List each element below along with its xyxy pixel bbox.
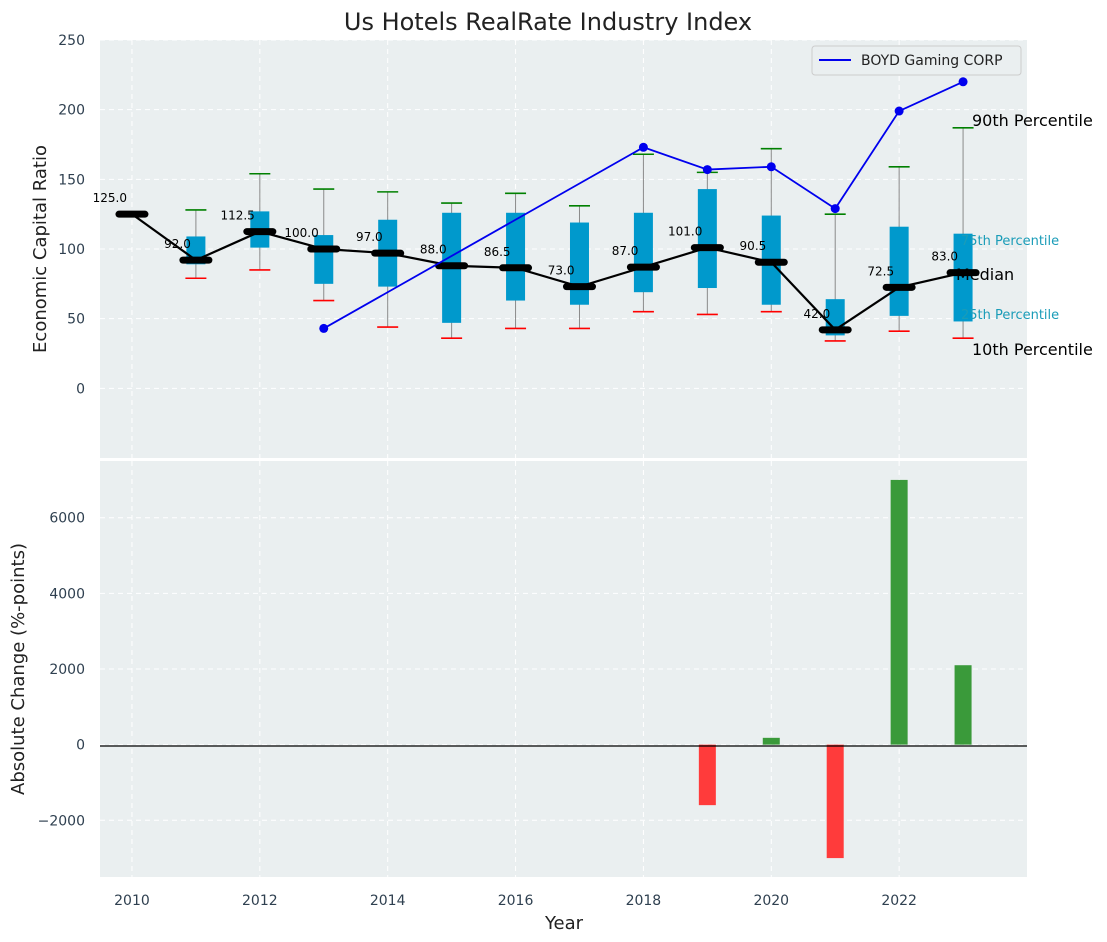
top-y-tick-label: 100: [58, 242, 85, 258]
percentile-annotations: 90th Percentile 75th Percentile Median 2…: [956, 111, 1093, 359]
x-tick-label: 2014: [370, 893, 406, 909]
annotation-p90: 90th Percentile: [972, 111, 1093, 130]
median-data-label: 97.0: [356, 230, 383, 244]
bottom-y-tick-label: 4000: [49, 586, 85, 602]
median-data-label: 86.5: [484, 245, 511, 259]
iqr-box: [314, 235, 334, 284]
company-point: [830, 204, 840, 214]
company-point: [894, 106, 904, 116]
top-y-tick-label: 0: [76, 381, 85, 397]
bottom-y-tick-label: 6000: [49, 511, 85, 527]
change-bar: [762, 737, 780, 745]
median-data-label: 90.5: [740, 239, 767, 253]
median-line-group: 125.0 92.0 112.5 100.0 97.0 88.0 86.5 73.0 87.0 1…: [93, 191, 980, 334]
median-data-label: 83.0: [931, 250, 958, 264]
change-bar: [826, 744, 844, 859]
company-point: [766, 162, 776, 172]
legend-frame: [811, 45, 1022, 76]
company-point: [319, 323, 329, 333]
median-data-label: 101.0: [668, 225, 702, 239]
x-axis-label: Year: [544, 913, 584, 934]
change-bar: [890, 479, 908, 745]
x-tick-label: 2016: [498, 893, 534, 909]
top-y-axis-label: Economic Capital Ratio: [30, 145, 51, 353]
legend: BOYD Gaming CORP: [811, 45, 1022, 76]
iqr-box: [889, 226, 909, 316]
iqr-box: [506, 212, 526, 301]
chart-title: Us Hotels RealRate Industry Index: [344, 8, 752, 36]
iqr-box: [633, 212, 653, 293]
x-tick-label: 2020: [753, 893, 789, 909]
x-tick-label: 2010: [114, 893, 150, 909]
annotation-p75: 75th Percentile: [961, 234, 1059, 249]
median-data-label: 112.5: [220, 209, 254, 223]
company-point: [638, 142, 648, 152]
median-data-label: 88.0: [420, 243, 447, 257]
median-data-label: 125.0: [93, 191, 127, 205]
x-tick-label: 2012: [242, 893, 278, 909]
company-point: [702, 165, 712, 175]
iqr-box: [953, 233, 973, 322]
top-panel-y-ticks: 0 50 100 150 200 250: [58, 33, 85, 397]
iqr-box: [697, 189, 717, 289]
top-y-tick-label: 50: [67, 312, 85, 328]
median-data-label: 87.0: [612, 244, 639, 258]
change-bars: [698, 479, 972, 859]
bottom-y-tick-label: 0: [76, 738, 85, 754]
annotation-p10: 10th Percentile: [972, 340, 1093, 359]
median-data-label: 72.5: [867, 264, 894, 278]
median-data-label: 92.0: [164, 237, 191, 251]
legend-label: BOYD Gaming CORP: [861, 53, 1003, 69]
top-y-tick-label: 200: [58, 103, 85, 119]
change-bar: [954, 665, 972, 745]
company-point: [958, 77, 968, 87]
x-tick-label: 2018: [626, 893, 662, 909]
top-y-tick-label: 150: [58, 172, 85, 188]
x-axis-ticks: 2010 2012 2014 2016 2018 2020 2022: [114, 893, 917, 909]
bottom-panel-grid: [100, 461, 1027, 877]
annotation-p25: 25th Percentile: [961, 308, 1059, 323]
bottom-y-tick-label: −2000: [38, 813, 85, 829]
bottom-panel-y-ticks: −2000 0 2000 4000 6000: [38, 511, 85, 830]
bottom-y-tick-label: 2000: [49, 662, 85, 678]
median-data-label: 100.0: [284, 226, 318, 240]
median-data-label: 42.0: [803, 307, 830, 321]
bottom-y-axis-label: Absolute Change (%-points): [8, 543, 29, 795]
median-data-label: 73.0: [548, 264, 575, 278]
annotation-median: Median: [956, 265, 1014, 284]
company-line-group: [319, 77, 968, 333]
top-y-tick-label: 250: [58, 33, 85, 49]
x-tick-label: 2022: [881, 893, 917, 909]
change-bar: [698, 744, 716, 806]
